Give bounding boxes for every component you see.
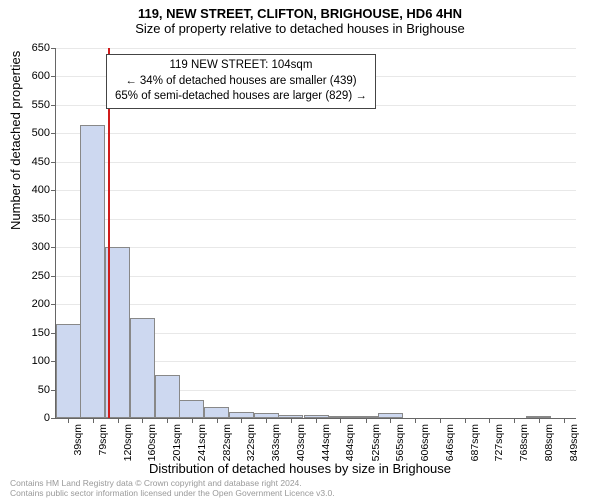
page-title: 119, NEW STREET, CLIFTON, BRIGHOUSE, HD6…: [0, 0, 600, 21]
xtick-mark: [465, 418, 466, 423]
ytick-label: 250: [32, 270, 50, 282]
ytick-mark: [51, 276, 56, 277]
ytick-mark: [51, 105, 56, 106]
xtick-mark: [241, 418, 242, 423]
ytick-label: 200: [32, 298, 50, 310]
ytick-label: 400: [32, 184, 50, 196]
xtick-label: 79sqm: [97, 424, 109, 456]
xtick-label: 201sqm: [171, 424, 183, 461]
histogram-bar: [179, 400, 204, 418]
gridline: [56, 162, 576, 163]
xtick-label: 403sqm: [295, 424, 307, 461]
ytick-mark: [51, 162, 56, 163]
xtick-label: 444sqm: [320, 424, 332, 461]
xtick-mark: [366, 418, 367, 423]
xtick-mark: [167, 418, 168, 423]
y-axis-label: Number of detached properties: [8, 51, 23, 230]
info-line-3: 65% of semi-detached houses are larger (…: [115, 89, 367, 105]
ytick-mark: [51, 219, 56, 220]
ytick-label: 600: [32, 70, 50, 82]
xtick-label: 241sqm: [196, 424, 208, 461]
gridline: [56, 219, 576, 220]
gridline: [56, 133, 576, 134]
gridline: [56, 304, 576, 305]
xtick-label: 727sqm: [493, 424, 505, 461]
xtick-mark: [514, 418, 515, 423]
xtick-mark: [266, 418, 267, 423]
xtick-label: 322sqm: [245, 424, 257, 461]
xtick-mark: [142, 418, 143, 423]
xtick-label: 363sqm: [270, 424, 282, 461]
chart-container: 119, NEW STREET, CLIFTON, BRIGHOUSE, HD6…: [0, 0, 600, 500]
ytick-mark: [51, 48, 56, 49]
ytick-label: 0: [44, 412, 50, 424]
footer-line-2: Contains public sector information licen…: [10, 488, 335, 498]
xtick-label: 525sqm: [370, 424, 382, 461]
plot-area: 0501001502002503003504004505005506006503…: [55, 48, 576, 419]
xtick-mark: [192, 418, 193, 423]
ytick-label: 50: [38, 384, 50, 396]
ytick-label: 650: [32, 42, 50, 54]
histogram-bar: [204, 407, 229, 418]
gridline: [56, 276, 576, 277]
xtick-mark: [68, 418, 69, 423]
ytick-label: 100: [32, 355, 50, 367]
ytick-label: 350: [32, 213, 50, 225]
xtick-label: 606sqm: [419, 424, 431, 461]
xtick-label: 282sqm: [221, 424, 233, 461]
xtick-mark: [291, 418, 292, 423]
xtick-label: 849sqm: [568, 424, 580, 461]
histogram-bar: [155, 375, 180, 418]
xtick-mark: [489, 418, 490, 423]
info-box: 119 NEW STREET: 104sqm ← 34% of detached…: [106, 54, 376, 109]
ytick-mark: [51, 190, 56, 191]
ytick-mark: [51, 304, 56, 305]
histogram-bar: [130, 318, 155, 418]
xtick-label: 160sqm: [146, 424, 158, 461]
footer-line-1: Contains HM Land Registry data © Crown c…: [10, 478, 335, 488]
histogram-bar: [80, 125, 105, 418]
xtick-label: 687sqm: [469, 424, 481, 461]
info-line-2: ← 34% of detached houses are smaller (43…: [115, 74, 367, 90]
xtick-mark: [440, 418, 441, 423]
histogram-bar: [56, 324, 81, 418]
x-axis-label: Distribution of detached houses by size …: [0, 461, 600, 476]
xtick-label: 768sqm: [518, 424, 530, 461]
xtick-mark: [217, 418, 218, 423]
ytick-mark: [51, 418, 56, 419]
xtick-mark: [118, 418, 119, 423]
ytick-label: 550: [32, 99, 50, 111]
gridline: [56, 190, 576, 191]
info-line-1: 119 NEW STREET: 104sqm: [115, 58, 367, 74]
xtick-mark: [93, 418, 94, 423]
xtick-mark: [415, 418, 416, 423]
gridline: [56, 48, 576, 49]
xtick-label: 484sqm: [344, 424, 356, 461]
xtick-label: 646sqm: [444, 424, 456, 461]
ytick-mark: [51, 133, 56, 134]
xtick-mark: [316, 418, 317, 423]
gridline: [56, 247, 576, 248]
ytick-mark: [51, 247, 56, 248]
xtick-mark: [539, 418, 540, 423]
ytick-label: 500: [32, 127, 50, 139]
xtick-label: 39sqm: [72, 424, 84, 456]
ytick-label: 450: [32, 156, 50, 168]
ytick-label: 150: [32, 327, 50, 339]
xtick-mark: [340, 418, 341, 423]
xtick-mark: [564, 418, 565, 423]
footer-attribution: Contains HM Land Registry data © Crown c…: [10, 478, 335, 498]
xtick-label: 808sqm: [543, 424, 555, 461]
xtick-mark: [390, 418, 391, 423]
xtick-label: 120sqm: [122, 424, 134, 461]
ytick-mark: [51, 76, 56, 77]
ytick-label: 300: [32, 241, 50, 253]
xtick-label: 565sqm: [394, 424, 406, 461]
page-subtitle: Size of property relative to detached ho…: [0, 21, 600, 38]
